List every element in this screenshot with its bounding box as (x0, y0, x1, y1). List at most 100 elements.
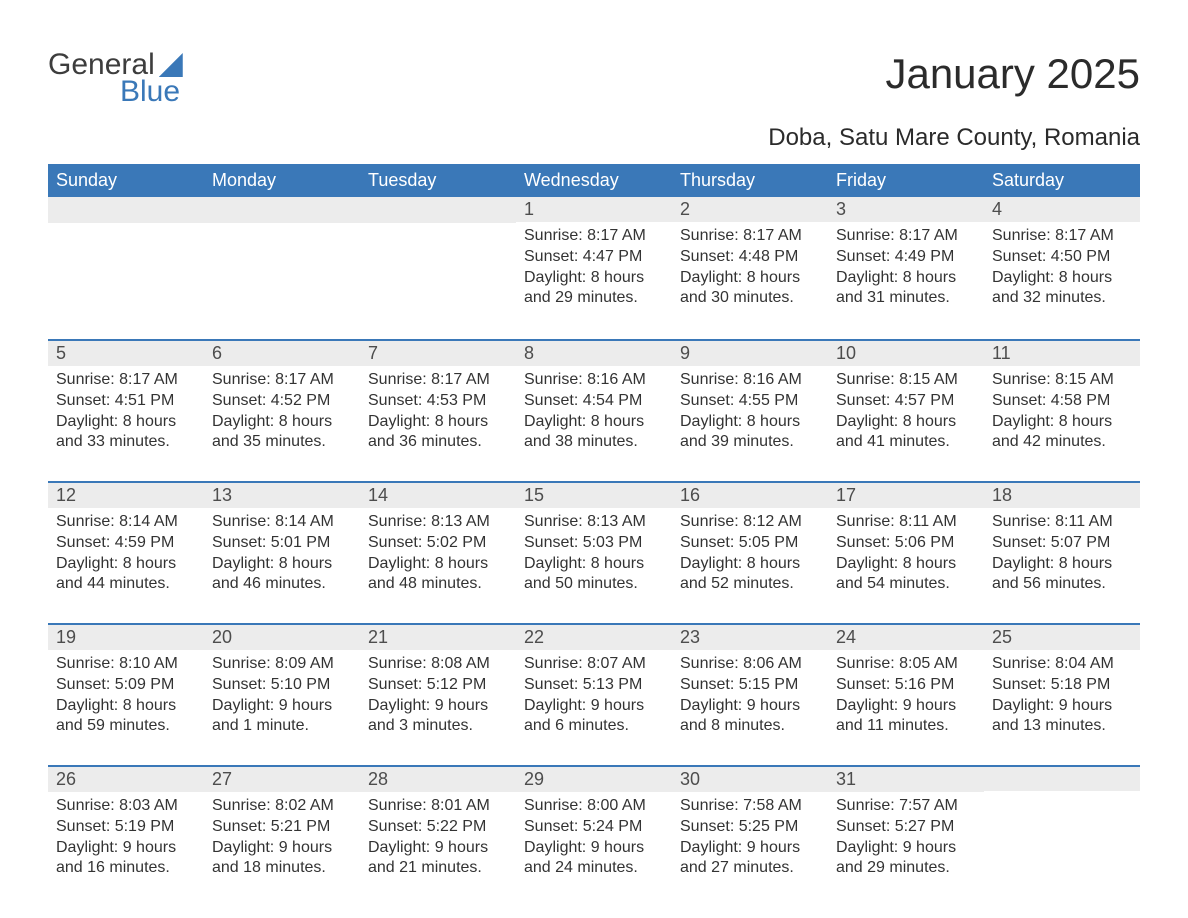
calendar-table: Sunday Monday Tuesday Wednesday Thursday… (48, 164, 1140, 907)
sunset-text: Sunset: 4:55 PM (680, 391, 820, 412)
day-number: 17 (828, 481, 984, 508)
sunset-text: Sunset: 4:48 PM (680, 247, 820, 268)
day-details: Sunrise: 8:12 AMSunset: 5:05 PMDaylight:… (672, 508, 828, 603)
sunrise-text: Sunrise: 8:10 AM (56, 654, 196, 675)
daylight-text: Daylight: 9 hours and 13 minutes. (992, 696, 1132, 738)
calendar-day-cell: 3Sunrise: 8:17 AMSunset: 4:49 PMDaylight… (828, 197, 984, 339)
day-details: Sunrise: 8:00 AMSunset: 5:24 PMDaylight:… (516, 792, 672, 887)
sunrise-text: Sunrise: 8:14 AM (212, 512, 352, 533)
daylight-text: Daylight: 9 hours and 1 minute. (212, 696, 352, 738)
calendar-day-cell: 12Sunrise: 8:14 AMSunset: 4:59 PMDayligh… (48, 481, 204, 623)
sunset-text: Sunset: 4:53 PM (368, 391, 508, 412)
calendar-week-row: 12Sunrise: 8:14 AMSunset: 4:59 PMDayligh… (48, 481, 1140, 623)
sunrise-text: Sunrise: 8:09 AM (212, 654, 352, 675)
calendar-day-cell (984, 765, 1140, 907)
daylight-text: Daylight: 8 hours and 44 minutes. (56, 554, 196, 596)
sunset-text: Sunset: 5:16 PM (836, 675, 976, 696)
calendar-day-cell: 15Sunrise: 8:13 AMSunset: 5:03 PMDayligh… (516, 481, 672, 623)
sunset-text: Sunset: 4:50 PM (992, 247, 1132, 268)
day-details: Sunrise: 8:17 AMSunset: 4:49 PMDaylight:… (828, 222, 984, 317)
day-number: 25 (984, 623, 1140, 650)
day-details: Sunrise: 8:14 AMSunset: 4:59 PMDaylight:… (48, 508, 204, 603)
day-details: Sunrise: 8:17 AMSunset: 4:51 PMDaylight:… (48, 366, 204, 461)
sunset-text: Sunset: 5:09 PM (56, 675, 196, 696)
day-number: 29 (516, 765, 672, 792)
sunset-text: Sunset: 5:27 PM (836, 817, 976, 838)
day-number: 22 (516, 623, 672, 650)
day-details: Sunrise: 7:57 AMSunset: 5:27 PMDaylight:… (828, 792, 984, 887)
calendar-day-cell: 6Sunrise: 8:17 AMSunset: 4:52 PMDaylight… (204, 339, 360, 481)
calendar-day-cell: 26Sunrise: 8:03 AMSunset: 5:19 PMDayligh… (48, 765, 204, 907)
sunrise-text: Sunrise: 8:17 AM (680, 226, 820, 247)
sunrise-text: Sunrise: 7:57 AM (836, 796, 976, 817)
sunset-text: Sunset: 4:59 PM (56, 533, 196, 554)
sunrise-text: Sunrise: 8:17 AM (836, 226, 976, 247)
sunrise-text: Sunrise: 8:01 AM (368, 796, 508, 817)
logo: General Blue (48, 50, 183, 104)
daylight-text: Daylight: 8 hours and 54 minutes. (836, 554, 976, 596)
daylight-text: Daylight: 9 hours and 6 minutes. (524, 696, 664, 738)
calendar-day-cell: 8Sunrise: 8:16 AMSunset: 4:54 PMDaylight… (516, 339, 672, 481)
day-details: Sunrise: 8:09 AMSunset: 5:10 PMDaylight:… (204, 650, 360, 745)
day-number: 5 (48, 339, 204, 366)
daylight-text: Daylight: 8 hours and 41 minutes. (836, 412, 976, 454)
calendar-day-cell: 16Sunrise: 8:12 AMSunset: 5:05 PMDayligh… (672, 481, 828, 623)
calendar-day-cell: 29Sunrise: 8:00 AMSunset: 5:24 PMDayligh… (516, 765, 672, 907)
day-number: 6 (204, 339, 360, 366)
sunset-text: Sunset: 4:58 PM (992, 391, 1132, 412)
sunset-text: Sunset: 5:25 PM (680, 817, 820, 838)
daylight-text: Daylight: 9 hours and 21 minutes. (368, 838, 508, 880)
day-details: Sunrise: 8:06 AMSunset: 5:15 PMDaylight:… (672, 650, 828, 745)
calendar-day-cell: 7Sunrise: 8:17 AMSunset: 4:53 PMDaylight… (360, 339, 516, 481)
day-details: Sunrise: 8:10 AMSunset: 5:09 PMDaylight:… (48, 650, 204, 745)
day-number: 30 (672, 765, 828, 792)
calendar-day-cell: 11Sunrise: 8:15 AMSunset: 4:58 PMDayligh… (984, 339, 1140, 481)
daylight-text: Daylight: 9 hours and 16 minutes. (56, 838, 196, 880)
sunset-text: Sunset: 5:15 PM (680, 675, 820, 696)
calendar-day-cell: 30Sunrise: 7:58 AMSunset: 5:25 PMDayligh… (672, 765, 828, 907)
weekday-header: Thursday (672, 164, 828, 197)
daylight-text: Daylight: 8 hours and 31 minutes. (836, 268, 976, 310)
day-details: Sunrise: 8:03 AMSunset: 5:19 PMDaylight:… (48, 792, 204, 887)
day-details: Sunrise: 8:15 AMSunset: 4:58 PMDaylight:… (984, 366, 1140, 461)
calendar-day-cell: 9Sunrise: 8:16 AMSunset: 4:55 PMDaylight… (672, 339, 828, 481)
sunrise-text: Sunrise: 8:11 AM (992, 512, 1132, 533)
sunset-text: Sunset: 4:52 PM (212, 391, 352, 412)
calendar-day-cell: 22Sunrise: 8:07 AMSunset: 5:13 PMDayligh… (516, 623, 672, 765)
sunrise-text: Sunrise: 8:06 AM (680, 654, 820, 675)
sunset-text: Sunset: 5:02 PM (368, 533, 508, 554)
sunrise-text: Sunrise: 8:00 AM (524, 796, 664, 817)
calendar-day-cell: 5Sunrise: 8:17 AMSunset: 4:51 PMDaylight… (48, 339, 204, 481)
day-number: 8 (516, 339, 672, 366)
daylight-text: Daylight: 8 hours and 46 minutes. (212, 554, 352, 596)
calendar-day-cell (204, 197, 360, 339)
weekday-header: Sunday (48, 164, 204, 197)
day-number: 13 (204, 481, 360, 508)
weekday-header: Friday (828, 164, 984, 197)
calendar-day-cell: 20Sunrise: 8:09 AMSunset: 5:10 PMDayligh… (204, 623, 360, 765)
day-number (204, 197, 360, 223)
sunrise-text: Sunrise: 8:04 AM (992, 654, 1132, 675)
day-number: 26 (48, 765, 204, 792)
day-details: Sunrise: 8:11 AMSunset: 5:07 PMDaylight:… (984, 508, 1140, 603)
daylight-text: Daylight: 8 hours and 56 minutes. (992, 554, 1132, 596)
calendar-day-cell: 25 Sunrise: 8:04 AMSunset: 5:18 PMDayligh… (984, 623, 1140, 765)
day-number: 2 (672, 197, 828, 222)
day-details: Sunrise: 8:16 AMSunset: 4:55 PMDaylight:… (672, 366, 828, 461)
day-number: 4 (984, 197, 1140, 222)
sunset-text: Sunset: 5:18 PM (992, 675, 1132, 696)
daylight-text: Daylight: 8 hours and 59 minutes. (56, 696, 196, 738)
sunset-text: Sunset: 5:13 PM (524, 675, 664, 696)
sunset-text: Sunset: 5:03 PM (524, 533, 664, 554)
day-number: 3 (828, 197, 984, 222)
daylight-text: Daylight: 8 hours and 39 minutes. (680, 412, 820, 454)
calendar-day-cell: 24Sunrise: 8:05 AMSunset: 5:16 PMDayligh… (828, 623, 984, 765)
sunset-text: Sunset: 5:07 PM (992, 533, 1132, 554)
logo-text-blue: Blue (120, 80, 180, 104)
sunrise-text: Sunrise: 8:16 AM (680, 370, 820, 391)
day-details: Sunrise: 8:14 AMSunset: 5:01 PMDaylight:… (204, 508, 360, 603)
sunrise-text: Sunrise: 8:17 AM (524, 226, 664, 247)
day-number: 1 (516, 197, 672, 222)
sunrise-text: Sunrise: 8:17 AM (368, 370, 508, 391)
daylight-text: Daylight: 8 hours and 52 minutes. (680, 554, 820, 596)
